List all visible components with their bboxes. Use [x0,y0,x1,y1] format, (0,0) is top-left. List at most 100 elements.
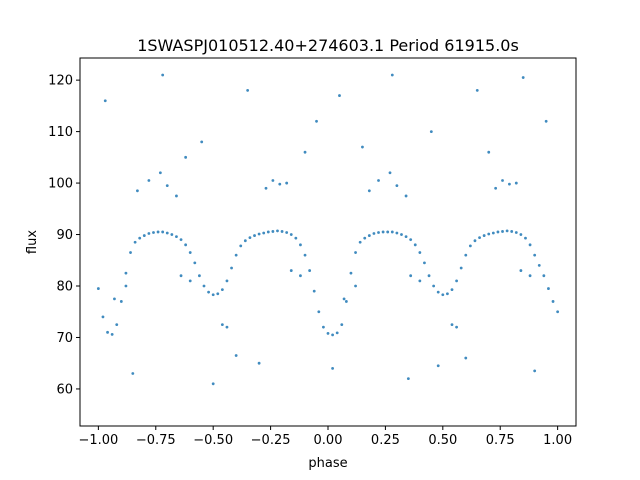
data-point [354,284,357,288]
data-point [335,331,339,335]
data-point [377,179,380,182]
data-point [436,364,440,368]
data-point [418,251,422,254]
data-point [491,231,495,235]
data-point [487,232,491,236]
data-point [533,253,537,257]
data-point [175,194,178,198]
data-point [161,73,165,77]
data-point [361,145,364,149]
data-point [510,230,514,233]
data-point [547,287,550,290]
data-point [147,179,151,182]
data-point [377,231,380,234]
data-point [349,271,353,275]
x-tick-label: 0.00 [314,433,343,448]
data-point [340,323,344,327]
data-point [165,184,169,188]
y-tick-label: 90 [56,228,73,243]
data-point [262,231,266,235]
data-point [342,297,346,301]
data-point [188,251,192,254]
data-point [409,274,413,278]
x-tick-label: 0.25 [371,433,400,448]
x-axis-label: phase [308,456,347,471]
data-point [243,239,247,243]
data-point [381,230,385,234]
data-point [404,235,408,239]
x-axis-ticks: −1.00 −0.75 −0.50 −0.25 0.00 0.25 0.50 0.75 1.00 [78,426,572,448]
y-tick-label: 70 [56,331,73,346]
data-point [432,284,436,288]
data-point [289,269,293,272]
data-point [528,243,532,247]
data-point [225,279,229,283]
data-point [400,233,403,236]
data-point [299,274,302,278]
data-point [322,325,325,329]
data-point [358,240,362,244]
data-point [165,231,169,235]
data-point [537,264,541,267]
data-point [200,140,204,144]
data-point [501,179,504,182]
data-point [450,288,454,292]
data-point [124,284,128,288]
data-points [96,73,560,386]
data-point [129,251,132,254]
data-point [331,333,334,337]
data-point [367,234,371,237]
data-point [519,269,523,272]
data-point [372,232,376,235]
x-tick-label: −0.25 [251,433,291,448]
data-point [220,288,224,292]
data-point [138,236,142,240]
y-axis-ticks: 60 70 80 90 100 110 120 [48,74,80,397]
data-point [386,230,390,234]
data-point [406,377,410,381]
data-point [331,366,334,370]
data-point [473,239,477,243]
data-point [338,94,341,97]
data-point [278,182,282,186]
data-point [202,284,206,288]
data-point [285,181,289,185]
data-point [136,189,139,193]
data-point [482,234,486,237]
data-point [248,236,252,240]
data-point [367,189,371,193]
data-point [289,233,293,236]
data-point [294,236,298,240]
data-point [115,323,119,327]
y-tick-label: 120 [48,74,73,89]
data-point [450,323,454,327]
data-point [239,244,243,248]
data-point [131,372,135,375]
data-point [230,266,233,270]
data-point [551,300,555,303]
data-point [468,244,472,248]
data-point [170,233,174,236]
data-point [423,261,426,265]
y-tick-label: 100 [48,177,73,192]
data-point [158,171,162,175]
data-point [257,232,261,236]
data-point [225,325,229,329]
data-point [344,300,348,303]
data-point [514,181,518,185]
data-point [524,236,527,240]
data-point [505,229,509,233]
data-point [211,382,215,386]
data-point [147,232,151,235]
data-point [514,231,518,234]
data-point [494,186,498,190]
data-point [198,274,201,278]
x-tick-label: −0.50 [193,433,233,448]
data-point [103,99,107,103]
data-point [271,179,275,182]
data-point [276,229,279,233]
x-tick-label: 1.00 [543,433,572,448]
data-point [257,361,261,365]
data-point [418,279,422,283]
